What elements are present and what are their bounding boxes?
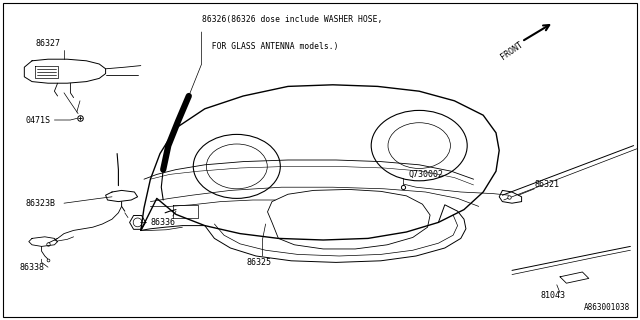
Text: 86325: 86325 <box>246 258 271 267</box>
Text: 86327: 86327 <box>35 39 61 48</box>
Ellipse shape <box>388 123 451 168</box>
Text: 86338: 86338 <box>19 263 44 272</box>
Text: 86326(86326 dose include WASHER HOSE,: 86326(86326 dose include WASHER HOSE, <box>202 15 382 24</box>
Text: 86323B: 86323B <box>26 199 56 208</box>
Ellipse shape <box>206 144 268 189</box>
Text: Q730002: Q730002 <box>408 170 444 179</box>
Text: FOR GLASS ANTENNA models.): FOR GLASS ANTENNA models.) <box>202 42 338 51</box>
Ellipse shape <box>193 134 280 198</box>
Text: 86336: 86336 <box>150 218 175 227</box>
Text: 86321: 86321 <box>534 180 559 188</box>
Text: FRONT: FRONT <box>499 40 525 62</box>
Text: 0471S: 0471S <box>26 116 51 124</box>
Text: 81043: 81043 <box>541 292 566 300</box>
Ellipse shape <box>371 110 467 181</box>
Text: A863001038: A863001038 <box>584 303 630 312</box>
